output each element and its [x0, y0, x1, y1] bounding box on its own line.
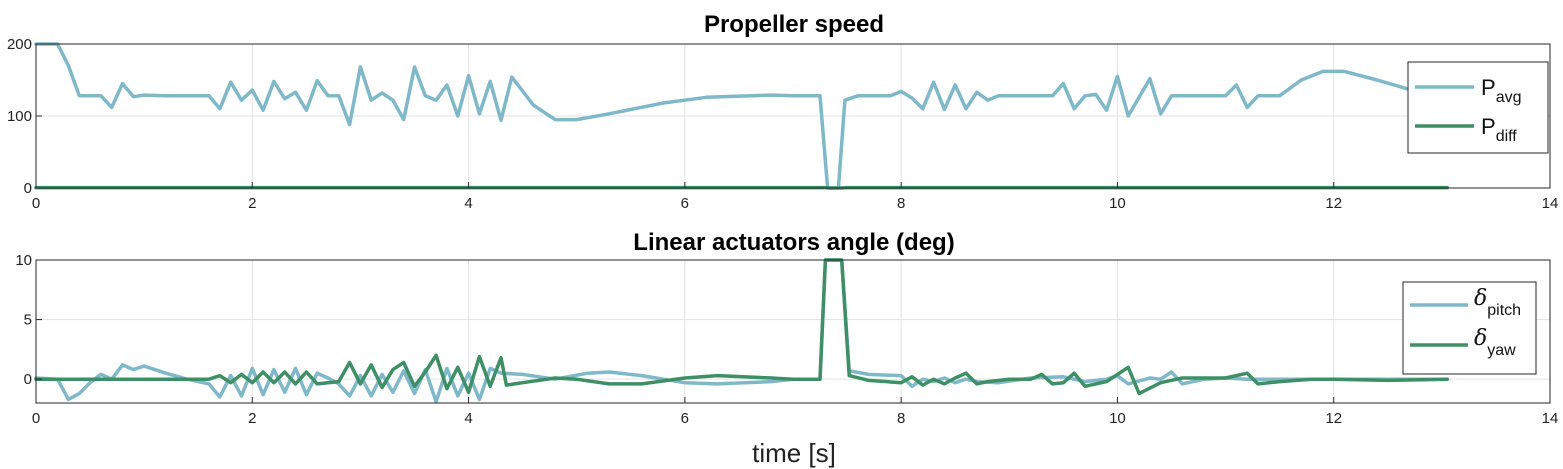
legend-entry-p-avg: Pavg [1481, 75, 1521, 106]
tick-labels: 0 2 4 6 8 10 12 14 0 5 10 [15, 252, 1558, 427]
x-axis-label: time [s] [752, 438, 836, 468]
y-tick-label: 0 [24, 371, 32, 388]
plot-area [36, 260, 1550, 403]
x-tick-label: 2 [248, 410, 256, 427]
axes-box [35, 259, 1551, 404]
x-tick-label: 12 [1325, 195, 1342, 212]
chart-title: Propeller speed [704, 11, 884, 38]
series-line-pitch [34, 258, 1450, 404]
x-tick-label: 8 [897, 410, 905, 427]
panel-propeller-speed: Propeller speed 0 2 4 6 8 10 12 14 0 100 200 Pavg … [7, 11, 1558, 212]
plot-lines [34, 258, 1450, 404]
x-tick-label: 2 [248, 195, 256, 212]
legend-entry-delta-pitch: δpitch [1474, 286, 1521, 319]
x-tick-label: 6 [681, 195, 689, 212]
x-tick-label: 12 [1325, 410, 1342, 427]
x-tick-label: 4 [464, 410, 472, 427]
series-line-yaw [34, 258, 1450, 396]
legend-box [1407, 61, 1549, 154]
x-tick-label: 0 [32, 410, 40, 427]
x-tick-label: 10 [1109, 410, 1126, 427]
legend-entry-p-diff: Pdiff [1481, 114, 1517, 145]
x-tick-label: 14 [1542, 195, 1559, 212]
x-tick-label: 6 [681, 410, 689, 427]
y-tick-label: 200 [7, 36, 32, 53]
x-tick-label: 4 [464, 195, 472, 212]
panel-linear-actuators: Linear actuators angle (deg) 0 2 4 6 8 10 12 14… [15, 229, 1558, 427]
legend: δpitch δyaw [1402, 281, 1537, 375]
series-line-avg [34, 42, 1450, 190]
x-tick-label: 10 [1109, 195, 1126, 212]
y-tick-label: 0 [24, 180, 32, 197]
x-tick-label: 8 [897, 195, 905, 212]
tick-labels: 0 2 4 6 8 10 12 14 0 100 200 [7, 36, 1558, 212]
y-tick-label: 100 [7, 108, 32, 125]
x-tick-label: 14 [1542, 410, 1559, 427]
legend: Pavg Pdiff [1407, 61, 1549, 154]
legend-entry-delta-yaw: δyaw [1474, 326, 1516, 359]
y-tick-label: 5 [24, 312, 32, 329]
legend-box [1402, 281, 1537, 375]
x-tick-label: 0 [32, 195, 40, 212]
y-tick-label: 10 [15, 252, 32, 269]
chart-title: Linear actuators angle (deg) [633, 229, 954, 256]
